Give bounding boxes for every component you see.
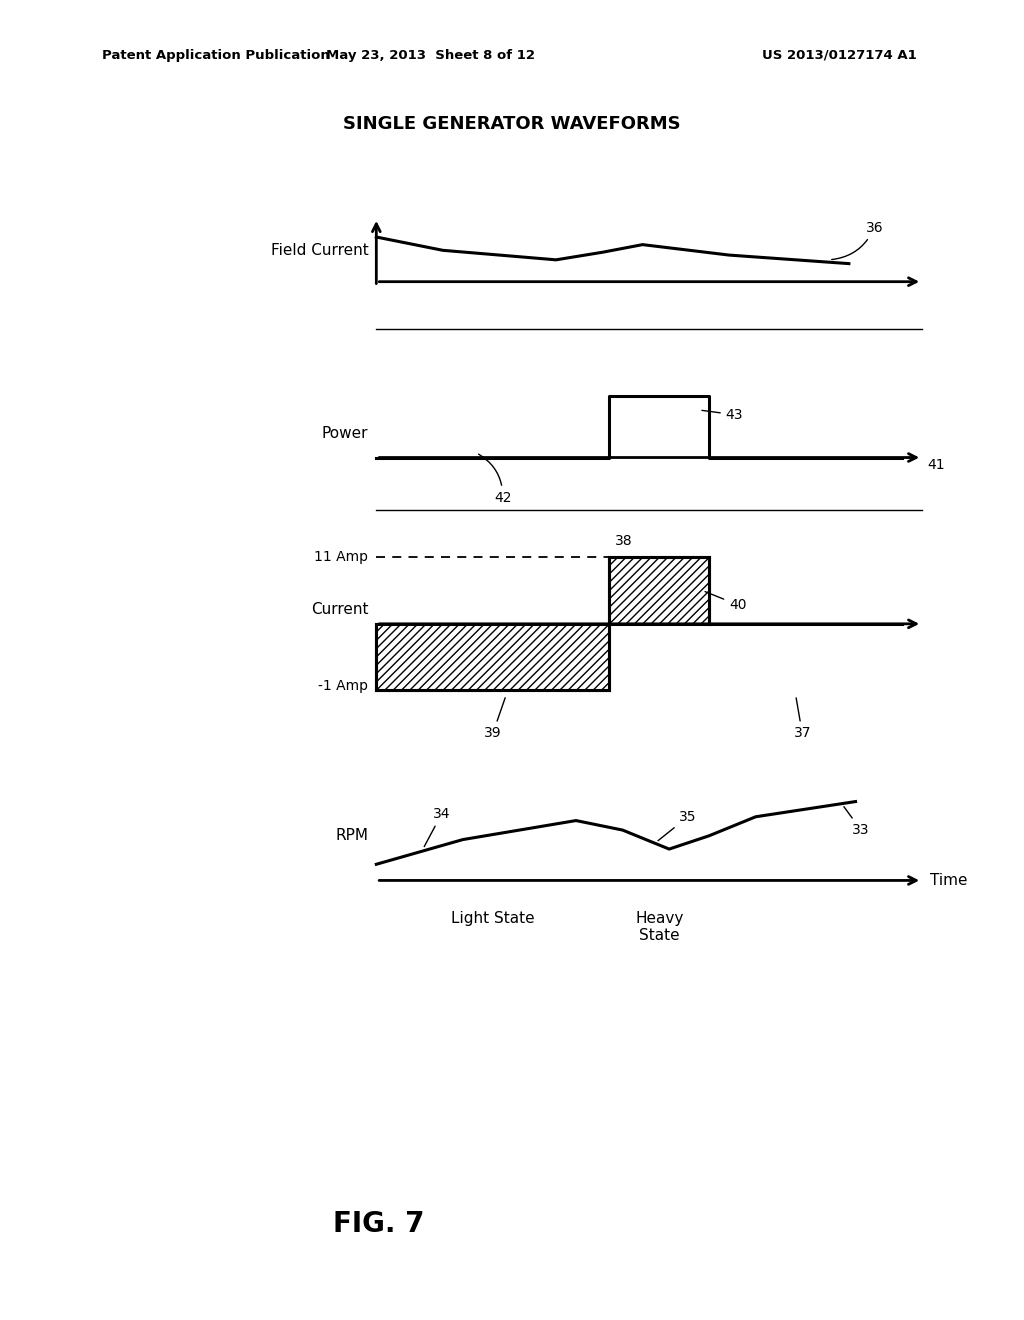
Text: Patent Application Publication: Patent Application Publication [102,49,330,62]
Text: 42: 42 [478,454,512,504]
Text: SINGLE GENERATOR WAVEFORMS: SINGLE GENERATOR WAVEFORMS [343,115,681,133]
Text: US 2013/0127174 A1: US 2013/0127174 A1 [762,49,918,62]
Text: Light State: Light State [451,911,535,925]
Text: 40: 40 [706,591,746,612]
Text: May 23, 2013  Sheet 8 of 12: May 23, 2013 Sheet 8 of 12 [326,49,535,62]
Text: Heavy
State: Heavy State [635,911,683,944]
Text: -1 Amp: -1 Amp [318,678,369,693]
Bar [377,624,609,690]
Text: Field Current: Field Current [270,243,369,257]
Text: 41: 41 [928,458,945,473]
Text: 33: 33 [844,807,869,837]
Text: 11 Amp: 11 Amp [314,550,369,565]
Text: Time: Time [930,873,968,888]
Text: RPM: RPM [335,828,369,843]
Text: Power: Power [322,426,369,441]
Text: 43: 43 [701,408,743,422]
Text: Current: Current [311,602,369,616]
Text: FIG. 7: FIG. 7 [333,1210,425,1238]
Text: 38: 38 [614,533,632,548]
Text: 37: 37 [794,698,811,741]
Bar [609,557,709,624]
Text: 34: 34 [424,807,451,846]
Text: 35: 35 [658,809,696,841]
Text: 39: 39 [484,698,505,741]
Text: 36: 36 [831,220,883,260]
